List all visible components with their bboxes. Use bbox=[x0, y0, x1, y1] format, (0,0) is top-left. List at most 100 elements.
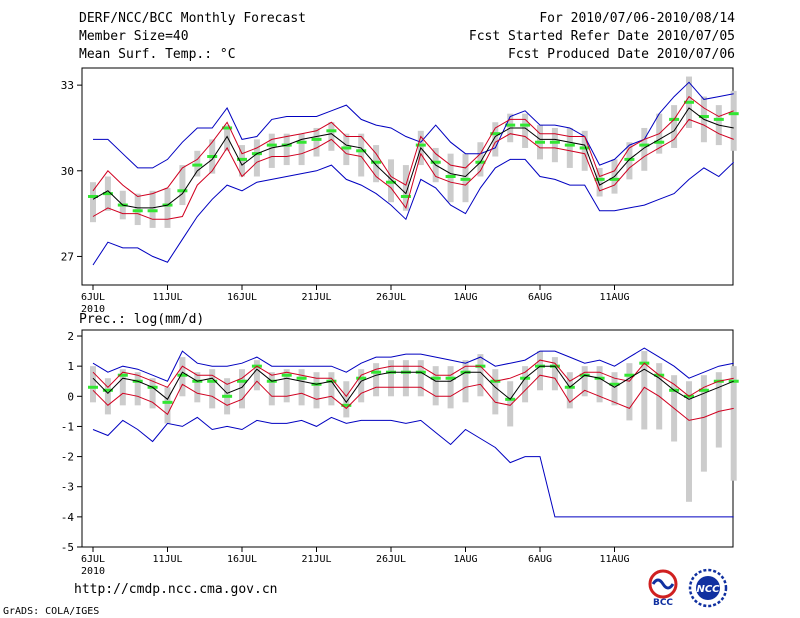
refer-date: Fcst Started Refer Date 2010/07/05 bbox=[468, 29, 735, 44]
ensemble-mark bbox=[237, 157, 247, 161]
ensemble-range-bar bbox=[581, 130, 588, 171]
x-tick-label: 6AUG bbox=[528, 554, 552, 565]
x-tick-label: 11AUG bbox=[599, 292, 629, 303]
ensemble-mark bbox=[579, 146, 590, 150]
x-tick-label: 11JUL bbox=[152, 554, 182, 565]
ensemble-mark bbox=[445, 175, 456, 178]
ensemble-mark bbox=[549, 140, 560, 144]
ensemble-mark bbox=[356, 376, 367, 380]
ensemble-range-bar bbox=[402, 165, 409, 211]
ensemble-range-bar bbox=[671, 105, 678, 148]
series-lower-line bbox=[92, 416, 734, 518]
ensemble-mark bbox=[564, 143, 575, 147]
ensemble-range-bar bbox=[343, 381, 350, 418]
ensemble-range-bar bbox=[179, 357, 186, 397]
series-red-upper-line bbox=[92, 359, 734, 398]
ensemble-range-bar bbox=[566, 127, 573, 168]
ensemble-mark bbox=[490, 132, 501, 136]
ensemble-mark bbox=[535, 140, 545, 144]
ensemble-range-bar bbox=[432, 366, 439, 406]
ensemble-mark bbox=[222, 126, 233, 130]
ensemble-range-bar bbox=[253, 139, 260, 177]
x-tick-label: 6AUG bbox=[528, 292, 552, 303]
ensemble-mark bbox=[430, 376, 441, 380]
ensemble-mark bbox=[371, 160, 382, 164]
temp-panel-label: Mean Surf. Temp.: °C bbox=[79, 47, 236, 62]
ensemble-mark bbox=[609, 177, 620, 181]
ensemble-mark bbox=[311, 137, 322, 141]
ensemble-mark bbox=[237, 379, 247, 383]
y-tick-label: -3 bbox=[61, 481, 74, 494]
ensemble-mark bbox=[415, 143, 426, 147]
ensemble-range-bar bbox=[522, 366, 529, 403]
source-url[interactable]: http://cmdp.ncc.cma.gov.cn bbox=[74, 582, 278, 597]
y-tick-label: 33 bbox=[61, 79, 74, 92]
ensemble-range-bar bbox=[715, 372, 722, 448]
ensemble-range-bar bbox=[626, 363, 633, 421]
y-tick-label: 27 bbox=[61, 250, 74, 263]
ensemble-range-bar bbox=[209, 369, 216, 409]
ensemble-range-bar bbox=[566, 372, 573, 409]
series-red-lower-line bbox=[92, 118, 734, 220]
ensemble-range-bar bbox=[253, 360, 260, 391]
grads-credit: GrADS: COLA/IGES bbox=[3, 606, 100, 617]
ensemble-range-bar bbox=[358, 133, 365, 177]
ensemble-mark bbox=[386, 180, 396, 184]
ensemble-mark bbox=[222, 394, 233, 398]
ensemble-mark bbox=[132, 209, 143, 213]
ensemble-mark bbox=[713, 117, 724, 121]
ensemble-mark bbox=[341, 403, 352, 407]
ensemble-range-bar bbox=[313, 127, 320, 157]
x-tick-label: 26JUL bbox=[376, 292, 406, 303]
x-tick-label: 21JUL bbox=[301, 292, 331, 303]
ensemble-range-bar bbox=[90, 182, 96, 223]
ensemble-mark bbox=[624, 373, 635, 377]
y-tick-label: 30 bbox=[61, 165, 74, 178]
ensemble-range-bar bbox=[134, 372, 141, 406]
ensemble-mark bbox=[88, 194, 98, 198]
y-tick-label: -2 bbox=[61, 451, 74, 464]
x-tick-label: 11AUG bbox=[599, 554, 629, 565]
x-tick-label: 21JUL bbox=[301, 554, 331, 565]
series-upper-line bbox=[93, 81, 734, 169]
ensemble-range-bar bbox=[596, 366, 603, 403]
ensemble-range-bar bbox=[402, 360, 409, 397]
ensemble-mark bbox=[728, 112, 739, 116]
ensemble-range-bar bbox=[328, 122, 335, 151]
ensemble-mark bbox=[445, 376, 456, 380]
ensemble-mark bbox=[102, 192, 113, 196]
ncc-logo: NCC bbox=[688, 568, 728, 608]
ensemble-mark bbox=[654, 140, 665, 144]
y-tick-label: -5 bbox=[61, 541, 74, 554]
ensemble-mark bbox=[698, 115, 709, 119]
ensemble-range-bar bbox=[194, 372, 201, 403]
ensemble-mark bbox=[609, 382, 620, 386]
ensemble-mark bbox=[430, 160, 441, 164]
ensemble-range-bar bbox=[313, 372, 320, 409]
series-mean-line bbox=[92, 365, 734, 404]
ensemble-range-bar bbox=[537, 351, 543, 391]
x-tick-label: 1AUG bbox=[453, 554, 477, 565]
series-mean-line bbox=[92, 107, 734, 209]
member-size: Member Size=40 bbox=[79, 29, 189, 44]
x-tick-label: 11JUL bbox=[152, 292, 182, 303]
ensemble-mark bbox=[281, 373, 292, 377]
ensemble-mark bbox=[594, 177, 605, 181]
ensemble-mark bbox=[341, 146, 352, 150]
ensemble-range-bar bbox=[551, 357, 558, 391]
ensemble-mark bbox=[639, 143, 650, 147]
y-tick-label: -1 bbox=[61, 420, 74, 433]
ensemble-range-bar bbox=[179, 165, 186, 206]
series-upper-line bbox=[92, 347, 734, 382]
ensemble-range-bar bbox=[596, 167, 603, 197]
ensemble-mark bbox=[147, 209, 158, 213]
ensemble-range-bar bbox=[417, 360, 424, 397]
ensemble-range-bar bbox=[730, 90, 737, 151]
ensemble-mark bbox=[400, 194, 411, 198]
ensemble-mark bbox=[117, 373, 128, 377]
ensemble-mark bbox=[505, 123, 516, 127]
ensemble-range-bar bbox=[90, 366, 96, 403]
ensemble-range-bar bbox=[507, 381, 514, 427]
